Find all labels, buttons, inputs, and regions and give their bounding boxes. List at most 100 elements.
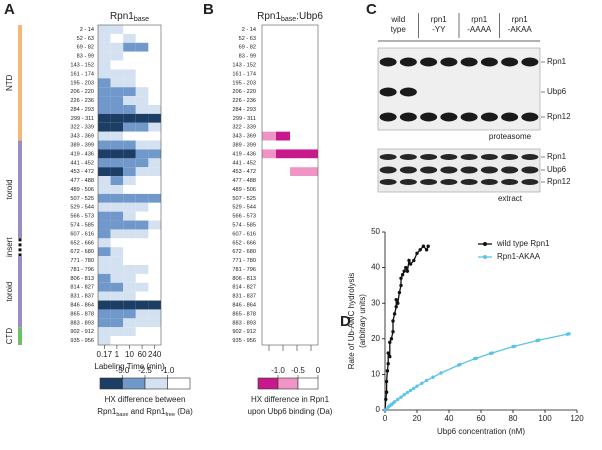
text-part: and Rpn1 — [128, 407, 165, 416]
heat-cell — [304, 185, 318, 194]
panel-letter: B — [203, 1, 214, 18]
heat-cell — [290, 309, 304, 319]
text-part: Rpn1 — [257, 11, 281, 22]
heat-cell — [110, 60, 124, 70]
band — [440, 154, 458, 160]
heat-cell — [262, 327, 276, 337]
data-point — [394, 297, 398, 302]
heat-cell — [262, 158, 276, 168]
heat-cell — [276, 131, 290, 141]
row-label: 846 - 864 — [70, 302, 94, 308]
band — [501, 179, 519, 185]
row-label: 299 - 311 — [71, 116, 94, 122]
y-tick-label: 50 — [371, 227, 380, 236]
data-point — [383, 408, 387, 412]
heat-cell — [304, 42, 318, 52]
heat-cell — [148, 193, 161, 203]
heat-cell — [262, 211, 276, 221]
data-point — [405, 269, 410, 273]
heat-cell — [304, 247, 318, 257]
heat-cell — [290, 69, 304, 79]
band — [460, 179, 478, 185]
heat-cell — [262, 122, 276, 132]
band-label: Rpn12 — [547, 112, 571, 121]
heat-cell — [262, 220, 276, 230]
heat-cell — [262, 113, 276, 123]
heat-cell — [123, 167, 136, 177]
row-label: 652 - 666 — [232, 240, 256, 246]
data-point — [458, 362, 462, 367]
heat-cell — [98, 247, 111, 257]
lane-label: -AAAA — [467, 25, 492, 34]
band — [521, 57, 539, 67]
heat-cell — [135, 96, 149, 105]
data-point — [418, 248, 422, 252]
band — [480, 179, 498, 185]
heat-cell — [110, 33, 124, 43]
heat-cell — [148, 291, 161, 301]
band — [420, 112, 438, 122]
heat-cell — [148, 327, 161, 337]
band — [480, 166, 498, 174]
heat-cell — [98, 273, 111, 283]
heat-cell — [276, 42, 290, 52]
heat-cell — [148, 336, 161, 345]
heat-cell — [123, 336, 136, 345]
heat-cell — [290, 202, 304, 212]
heat-cell — [110, 309, 124, 319]
subscript: base — [116, 412, 128, 418]
legend-tick-label: -0.5 — [291, 366, 305, 375]
band — [460, 154, 478, 160]
heat-cell — [290, 193, 304, 203]
heat-cell — [110, 220, 124, 230]
heat-cell — [98, 291, 111, 301]
heat-cell — [276, 25, 290, 34]
heat-cell — [135, 327, 149, 337]
heat-cell — [98, 105, 111, 114]
heat-cell — [135, 229, 149, 239]
row-label: 781 - 796 — [232, 267, 256, 273]
heat-cell — [304, 69, 318, 79]
heat-cell — [290, 247, 304, 257]
row-label: 529 - 544 — [232, 205, 256, 211]
heat-cell — [148, 318, 161, 328]
heat-cell — [304, 318, 318, 328]
band — [480, 154, 498, 160]
heat-cell — [110, 265, 124, 274]
row-label: 322 - 339 — [232, 125, 256, 131]
heat-cell — [290, 131, 304, 141]
row-label: 322 - 339 — [70, 125, 94, 131]
heat-cell — [148, 96, 161, 105]
heat-cell — [98, 78, 111, 88]
legend-swatch — [277, 377, 299, 390]
heat-cell — [98, 256, 111, 265]
y-tick-label: 0 — [376, 405, 381, 414]
band — [521, 166, 539, 174]
heat-cell — [98, 69, 111, 79]
heat-cell — [123, 327, 136, 337]
heat-cell — [110, 69, 124, 79]
band — [501, 112, 519, 122]
row-label: 419 - 436 — [232, 151, 256, 157]
heat-cell — [304, 309, 318, 319]
row-label: 69 - 82 — [239, 45, 256, 51]
heat-cell — [304, 105, 318, 114]
domain-bar — [18, 327, 22, 345]
data-point — [399, 276, 403, 280]
heatmap-border — [261, 24, 319, 346]
heat-cell — [276, 140, 290, 150]
heat-cell — [304, 33, 318, 43]
band — [501, 154, 519, 160]
heat-cell — [123, 69, 136, 79]
legend-swatch — [167, 377, 191, 390]
heat-cell — [123, 122, 136, 132]
heat-cell — [290, 220, 304, 230]
heat-cell — [262, 87, 276, 97]
heat-cell — [110, 211, 124, 221]
row-label: 672 - 680 — [232, 249, 256, 255]
data-point — [392, 400, 397, 404]
heat-cell — [98, 149, 111, 159]
text-part: (Da) — [175, 407, 193, 416]
heat-cell — [98, 309, 111, 319]
data-point — [402, 392, 406, 397]
